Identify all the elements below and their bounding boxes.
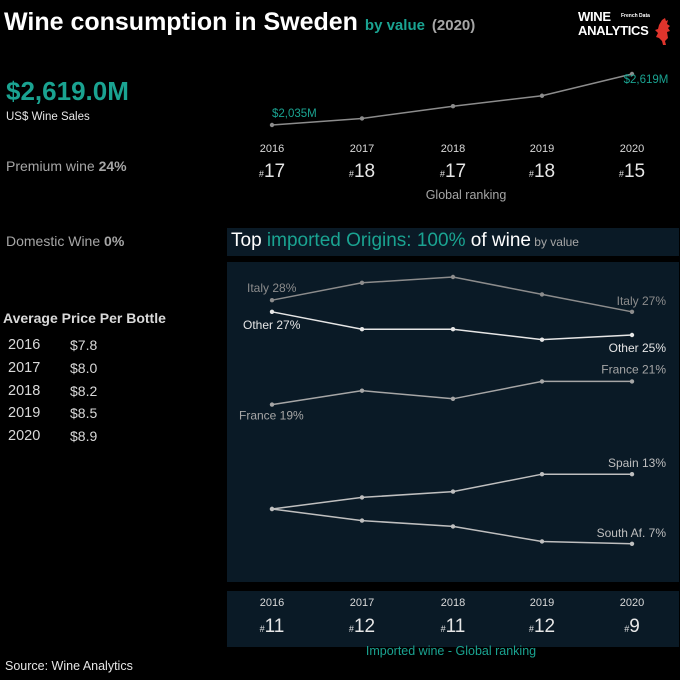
origin-start-label: France 19% <box>239 409 304 423</box>
import-rank-panel <box>227 591 679 647</box>
origin-point <box>269 506 275 512</box>
title-by-value: by value <box>364 17 425 34</box>
sales-year-label: 2019 <box>530 143 554 155</box>
source-note: Source: Wine Analytics <box>5 659 133 673</box>
origin-point <box>539 472 545 477</box>
origin-point <box>359 518 365 523</box>
origin-point <box>450 524 456 529</box>
sales-start-label: $2,035M <box>272 108 317 120</box>
kpi-sales-label: US$ Wine Sales <box>6 111 90 123</box>
title-text: Wine consumption in Sweden <box>4 8 358 36</box>
sales-rank-label: #18 <box>529 161 555 182</box>
logo-line1: WINE <box>578 9 611 24</box>
origin-point <box>539 539 545 544</box>
import-rank-label: #11 <box>260 616 285 637</box>
sales-point <box>629 71 635 77</box>
sales-end-label: $2,619M <box>624 74 669 86</box>
origin-point <box>539 337 545 342</box>
origin-start-label: Italy 28% <box>247 281 297 295</box>
import-year-label: 2017 <box>350 597 374 609</box>
origin-end-label: Italy 27% <box>617 294 667 308</box>
avg-price-row: 2019 $8.5 <box>8 405 98 421</box>
sales-rank-caption: Global ranking <box>426 188 507 202</box>
origin-series-line <box>271 380 632 406</box>
premium-label: Premium wine <box>6 158 95 174</box>
origin-point <box>450 274 456 280</box>
sales-year-label: 2020 <box>620 143 644 155</box>
import-year-label: 2019 <box>530 597 554 609</box>
avg-price-row: 2016 $7.8 <box>8 337 98 353</box>
sales-rank-label: #15 <box>619 161 645 182</box>
origin-point <box>359 280 365 285</box>
origin-series-line <box>271 276 633 313</box>
origin-point <box>269 298 275 303</box>
sales-year-label: 2017 <box>350 143 374 155</box>
origin-point <box>269 309 275 314</box>
import-rank-label: #12 <box>349 616 375 637</box>
origin-point <box>450 489 456 494</box>
origin-point <box>629 472 635 477</box>
origins-title: Top imported Origins: 100% of wine by va… <box>231 230 579 251</box>
sales-line <box>271 73 633 126</box>
origin-point <box>450 327 456 332</box>
origin-point <box>629 379 635 384</box>
kpi-sales-value: $2,619.0M <box>6 76 129 106</box>
premium-wine-stat: Premium wine 24% <box>6 158 127 174</box>
import-rank-label: #11 <box>441 616 466 637</box>
import-year-label: 2020 <box>620 597 644 609</box>
origin-end-label: Other 25% <box>609 341 667 355</box>
import-rank-caption: Imported wine - Global ranking <box>366 644 536 658</box>
sales-year-label: 2018 <box>441 143 465 155</box>
wine-analytics-logo: WINE ANALYTICS French Data <box>578 10 674 48</box>
domestic-label: Domestic Wine <box>6 233 101 249</box>
origin-point <box>539 379 545 384</box>
origin-point <box>629 332 635 338</box>
premium-value: 24% <box>98 158 127 174</box>
avg-price-row: 2017 $8.0 <box>8 360 98 376</box>
sales-rank-label: #17 <box>440 161 466 182</box>
origin-start-label: Other 27% <box>243 318 301 332</box>
origin-point <box>629 541 635 546</box>
sales-point <box>539 93 545 98</box>
page-title: Wine consumption in Sweden by value (202… <box>4 8 475 37</box>
logo-small: French Data <box>621 13 650 19</box>
sales-year-label: 2016 <box>260 143 284 155</box>
import-rank-label: #9 <box>624 616 640 637</box>
rooster-icon <box>655 18 670 45</box>
avg-price-row: 2020 $8.9 <box>8 428 98 444</box>
domestic-value: 0% <box>104 233 125 249</box>
sales-point <box>359 116 365 121</box>
avg-price-row: 2018 $8.2 <box>8 383 98 399</box>
title-year: (2020) <box>431 17 476 34</box>
origin-point <box>359 327 365 332</box>
sales-rank-label: #17 <box>259 161 285 182</box>
origin-point <box>269 402 275 407</box>
sales-rank-label: #18 <box>349 161 375 182</box>
sales-point <box>269 122 275 128</box>
origin-end-label: France 21% <box>601 362 666 376</box>
origin-point <box>359 388 365 393</box>
origin-point <box>539 292 545 297</box>
avg-price-title: Average Price Per Bottle <box>3 310 166 326</box>
origins-panel <box>227 262 679 582</box>
origin-end-label: South Af. 7% <box>597 526 667 540</box>
import-rank-label: #12 <box>529 616 555 637</box>
origins-title-bar <box>227 228 679 256</box>
origin-point <box>450 396 456 401</box>
origin-series-line <box>271 311 633 341</box>
origin-point <box>359 495 365 500</box>
import-year-label: 2016 <box>260 597 284 609</box>
logo-line2: ANALYTICS <box>578 23 649 38</box>
import-year-label: 2018 <box>441 597 465 609</box>
origin-end-label: Spain 13% <box>608 456 666 470</box>
sales-point <box>450 104 456 109</box>
domestic-wine-stat: Domestic Wine 0% <box>6 233 124 249</box>
origin-point <box>629 309 635 314</box>
